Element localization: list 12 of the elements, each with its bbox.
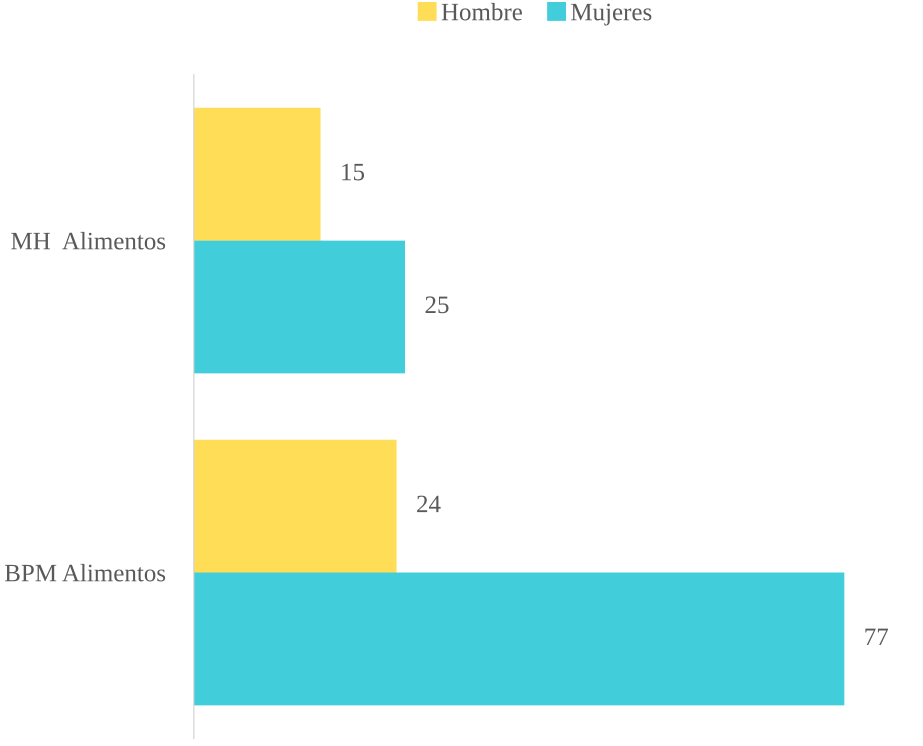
bar xyxy=(194,572,844,706)
bar xyxy=(194,440,397,573)
bar xyxy=(194,240,406,374)
legend-label: Mujeres xyxy=(571,4,652,26)
legend-label: Hombre xyxy=(442,2,522,20)
data-label: 24 xyxy=(417,496,441,512)
y-tick-label: MH Alimentos xyxy=(11,232,166,250)
data-label: 15 xyxy=(342,164,364,180)
data-label: 25 xyxy=(426,296,448,314)
bar xyxy=(194,108,321,241)
data-label: 77 xyxy=(865,628,888,645)
y-tick-label: BPM Alimentos xyxy=(4,564,166,582)
